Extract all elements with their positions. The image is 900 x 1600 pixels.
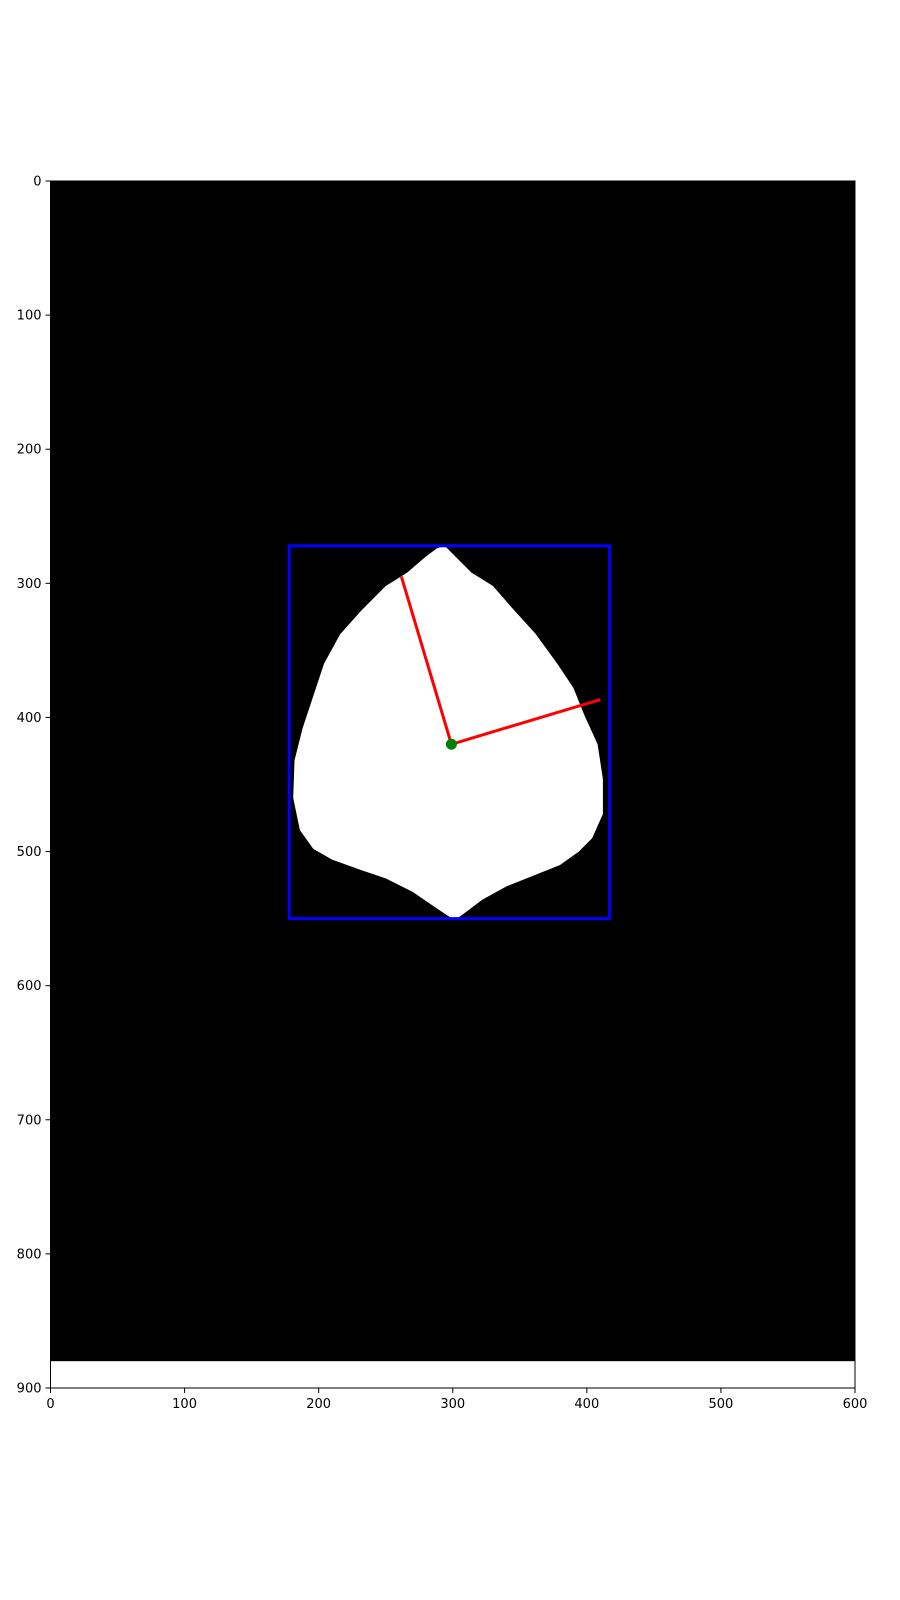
y-tick-label: 400 — [17, 711, 42, 726]
minor-axis-line — [449, 698, 601, 747]
major-axis-line — [399, 576, 454, 747]
y-axis: 0 100 200 300 400 500 600 700 800 900 — [17, 175, 51, 1397]
x-tick-label: 600 — [843, 1397, 868, 1412]
x-tick-label: 0 — [46, 1397, 54, 1412]
centroid-marker — [445, 738, 457, 750]
y-tick-label: 600 — [17, 979, 42, 994]
x-tick-label: 300 — [440, 1397, 465, 1412]
y-tick-label: 900 — [17, 1382, 42, 1397]
x-tick-label: 100 — [172, 1397, 197, 1412]
x-tick-label: 400 — [574, 1397, 599, 1412]
y-tick-label: 0 — [33, 175, 41, 190]
x-tick-label: 500 — [709, 1397, 734, 1412]
y-tick-label: 500 — [17, 845, 42, 860]
y-tick-label: 200 — [17, 443, 42, 458]
y-tick-label: 800 — [17, 1247, 42, 1262]
bounding-box — [287, 544, 612, 921]
y-tick-label: 100 — [17, 309, 42, 324]
x-tick-label: 200 — [306, 1397, 331, 1412]
x-axis: 0 100 200 300 400 500 600 — [46, 1388, 867, 1412]
y-tick-label: 700 — [17, 1113, 42, 1128]
y-tick-label: 300 — [17, 577, 42, 592]
plot-area — [50, 180, 856, 1389]
